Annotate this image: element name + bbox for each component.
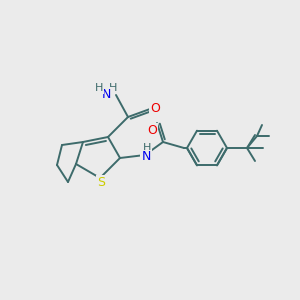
Text: H: H xyxy=(109,83,117,93)
Text: H: H xyxy=(95,83,103,93)
Text: N: N xyxy=(141,151,151,164)
Text: O: O xyxy=(150,101,160,115)
Text: O: O xyxy=(147,124,157,136)
Text: H: H xyxy=(143,143,151,153)
Text: S: S xyxy=(97,176,105,188)
Text: N: N xyxy=(101,88,111,100)
